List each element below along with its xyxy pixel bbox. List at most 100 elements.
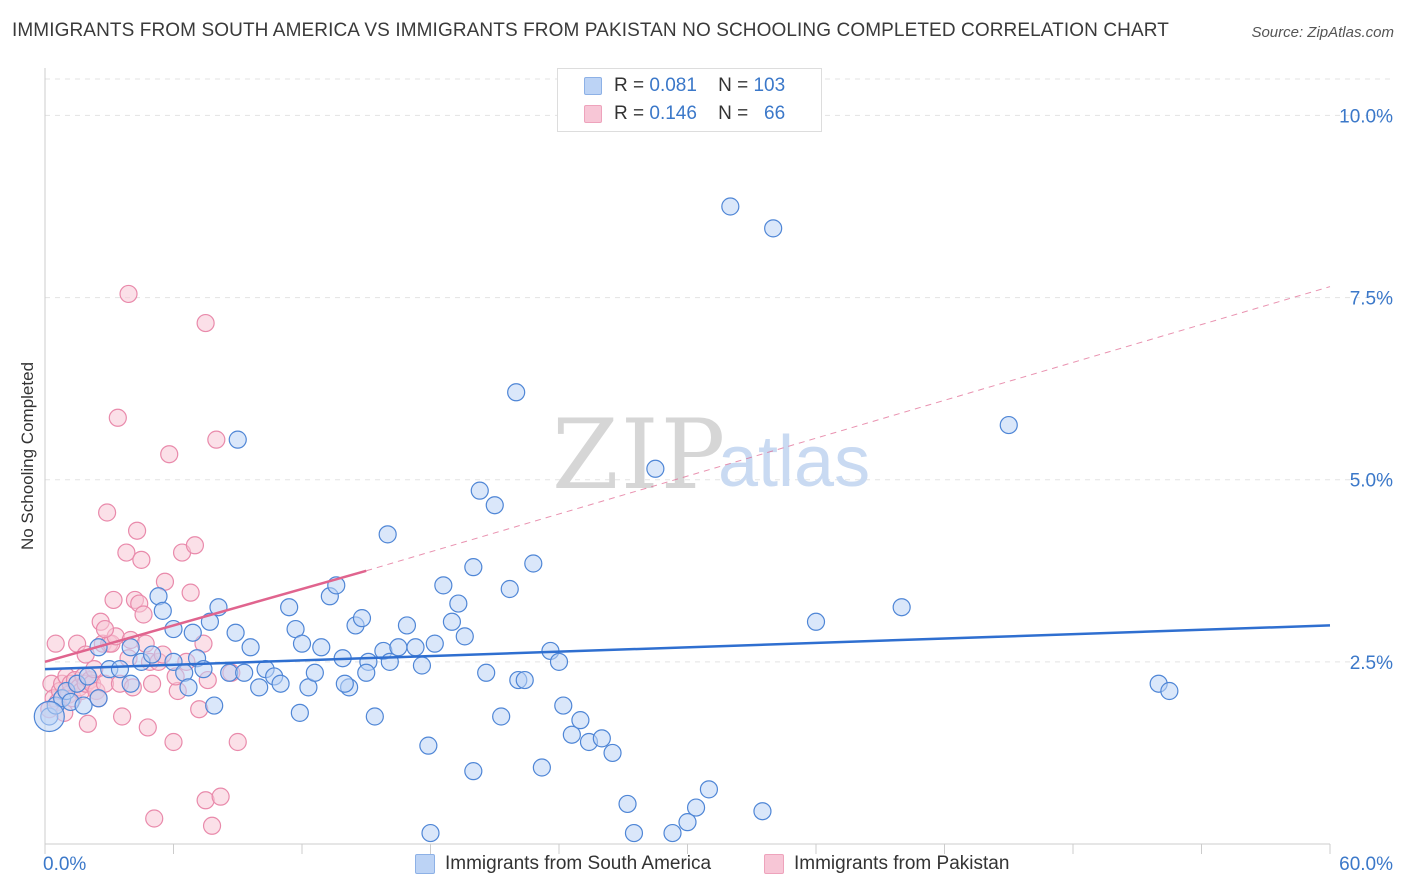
legend-r-value: 0.146 bbox=[649, 103, 697, 124]
south-america-point bbox=[764, 219, 783, 238]
south-america-point bbox=[663, 823, 682, 843]
y-tick-labels: 2.5% 5.0% 7.5% 10.0% bbox=[1339, 106, 1393, 673]
south-america-point bbox=[618, 794, 637, 814]
pakistan-point bbox=[117, 543, 136, 562]
legend-r-label: R = bbox=[614, 103, 645, 124]
pakistan-point bbox=[207, 430, 226, 449]
legend-n-label: N = bbox=[718, 103, 749, 124]
south-america-point bbox=[485, 496, 504, 515]
south-america-point bbox=[205, 696, 224, 715]
south-america-point bbox=[378, 525, 397, 544]
south-america-point bbox=[470, 481, 489, 500]
pakistan-point bbox=[190, 700, 209, 719]
south-america-point bbox=[305, 663, 324, 682]
pakistan-point bbox=[211, 787, 230, 806]
south-america-point bbox=[449, 594, 468, 613]
south-america-point bbox=[425, 634, 444, 653]
south-america-point bbox=[74, 696, 93, 715]
south-america-point bbox=[515, 670, 534, 690]
south-america-point bbox=[554, 696, 573, 715]
south-america-point bbox=[121, 674, 140, 693]
y-tick-label: 10.0% bbox=[1339, 106, 1393, 127]
bottom-legend-label: Immigrants from South America bbox=[445, 853, 712, 874]
south-america-point bbox=[686, 798, 706, 817]
south-america-point bbox=[241, 638, 260, 657]
legend-r-label: R = bbox=[614, 75, 645, 96]
south-america-point bbox=[524, 554, 543, 573]
legend-n-value: 66 bbox=[764, 103, 786, 124]
south-america-point bbox=[699, 780, 719, 799]
south-america-point bbox=[646, 459, 665, 478]
south-america-point bbox=[1160, 681, 1179, 701]
south-america-point bbox=[406, 638, 425, 657]
bottom-legend-label: Immigrants from Pakistan bbox=[794, 853, 1010, 874]
pakistan-point bbox=[181, 583, 200, 602]
pakistan-point bbox=[98, 503, 117, 522]
south-america-point bbox=[603, 743, 622, 763]
pakistan-point bbox=[104, 590, 123, 610]
pakistan-point bbox=[134, 605, 153, 624]
south-america-point bbox=[397, 616, 417, 635]
pakistan-point bbox=[196, 313, 215, 333]
legend-n-label: N = bbox=[718, 75, 749, 96]
pakistan-point bbox=[119, 284, 138, 304]
y-tick-label: 5.0% bbox=[1350, 471, 1393, 492]
south-america-point bbox=[235, 663, 254, 682]
south-america-point bbox=[335, 674, 354, 693]
south-america-point bbox=[477, 663, 496, 682]
south-america-point bbox=[292, 634, 312, 653]
legend-swatch-pink bbox=[584, 105, 602, 123]
south-america-point bbox=[753, 802, 772, 821]
south-america-point bbox=[365, 707, 384, 726]
south-america-point bbox=[228, 430, 247, 449]
south-america-point bbox=[33, 700, 65, 733]
legend-r-value: 0.081 bbox=[649, 75, 697, 96]
south-america-point bbox=[500, 579, 519, 599]
south-america-point bbox=[183, 623, 202, 642]
pakistan-point bbox=[145, 809, 164, 828]
pakistan-point bbox=[108, 408, 127, 427]
south-america-point bbox=[442, 612, 462, 631]
south-america-point bbox=[352, 609, 372, 628]
pakistan-point bbox=[160, 445, 179, 464]
south-america-point bbox=[121, 638, 140, 657]
south-america-point bbox=[592, 729, 611, 748]
pakistan-point bbox=[185, 536, 205, 555]
gridlines bbox=[45, 78, 1393, 663]
pakistan-point bbox=[112, 707, 132, 726]
south-america-point bbox=[280, 598, 299, 617]
pakistan-trend-extension bbox=[366, 286, 1331, 572]
south-america-point bbox=[464, 558, 483, 577]
chart-title: IMMIGRANTS FROM SOUTH AMERICA VS IMMIGRA… bbox=[12, 20, 1169, 41]
south-america-point bbox=[999, 415, 1018, 435]
south-america-point bbox=[389, 638, 408, 657]
south-america-point bbox=[562, 725, 581, 744]
pakistan-point bbox=[164, 732, 183, 752]
south-america-point bbox=[492, 707, 511, 726]
south-america-point bbox=[455, 627, 474, 646]
south-america-point bbox=[412, 656, 432, 675]
south-america-point bbox=[312, 638, 331, 657]
bottom-legend-swatch-blue bbox=[415, 854, 435, 874]
south-america-point bbox=[507, 383, 526, 402]
pakistan-point bbox=[46, 634, 65, 653]
bottom-legend-swatch-pink bbox=[764, 854, 784, 874]
south-america-point bbox=[571, 711, 590, 730]
south-america-point bbox=[271, 674, 290, 693]
pakistan-point bbox=[95, 619, 115, 639]
south-america-points bbox=[33, 197, 1179, 843]
south-america-point bbox=[678, 813, 697, 832]
south-america-point bbox=[110, 660, 130, 679]
south-america-point bbox=[806, 612, 826, 631]
y-tick-label: 2.5% bbox=[1350, 653, 1393, 674]
south-america-point bbox=[78, 667, 97, 686]
south-america-point bbox=[179, 678, 198, 697]
south-america-point bbox=[892, 598, 911, 617]
south-america-point bbox=[357, 663, 376, 682]
source-label: Source: ZipAtlas.com bbox=[1251, 24, 1394, 41]
pakistan-point bbox=[228, 732, 247, 752]
south-america-point bbox=[250, 678, 269, 697]
south-america-trend-line bbox=[44, 624, 1331, 671]
y-tick-label: 7.5% bbox=[1350, 289, 1393, 310]
